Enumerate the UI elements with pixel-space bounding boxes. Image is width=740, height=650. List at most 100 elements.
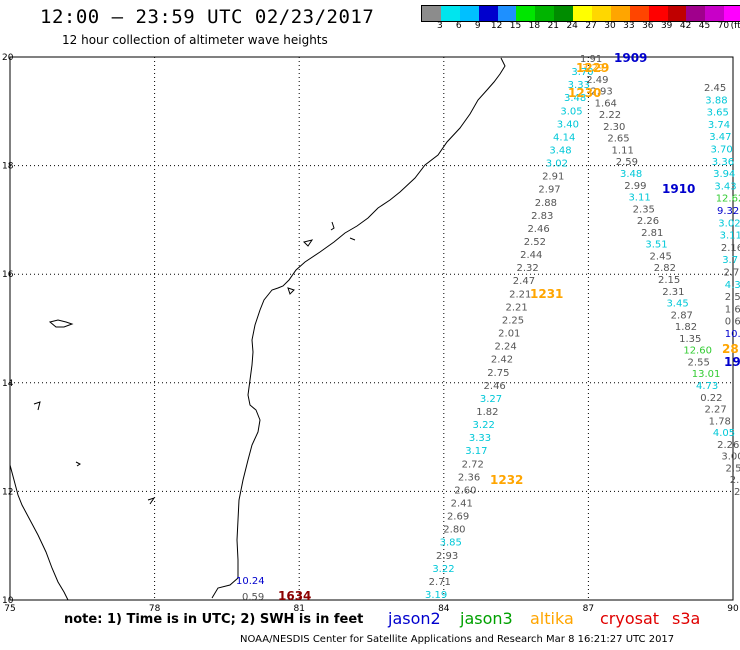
pass-time-label: 1634 [278, 589, 311, 603]
colorbar-label: 3 [437, 21, 443, 31]
swh-value: 3.45 [666, 299, 688, 310]
swh-value: 2.01 [498, 329, 520, 340]
colorbar-label: 12 [490, 21, 503, 31]
swh-value: 3.70 [571, 67, 593, 78]
swh-value: 2.71 [429, 577, 451, 588]
colorbar-swatch [422, 6, 441, 21]
swh-value: 2.5 [725, 292, 740, 303]
x-tick-label: 75 [4, 604, 15, 614]
swh-value: 3.00 [721, 452, 740, 463]
swh-value: 2.82 [654, 263, 676, 274]
swh-value: 3.74 [708, 120, 730, 131]
colorbar-swatch [648, 6, 668, 21]
swh-value: 3.48 [620, 169, 642, 180]
swh-value: 3.43 [714, 181, 736, 192]
colorbar-label: 42 [679, 21, 692, 31]
satellite-legend-item: s3a [672, 609, 701, 628]
colorbar-swatch [516, 6, 536, 21]
swh-value: 2.42 [491, 355, 513, 366]
colorbar-swatch [724, 6, 740, 21]
x-tick-label: 90 [727, 604, 739, 614]
coast-island-3 [303, 239, 314, 247]
swh-value: 2.91 [542, 172, 564, 183]
swh-value: 2.83 [531, 211, 553, 222]
swh-value: 1.82 [476, 407, 498, 418]
map-title: 12:00 – 23:59 UTC 02/23/2017 [40, 6, 375, 28]
coast-island-1 [48, 319, 74, 328]
swh-value: 12.62 [716, 194, 740, 205]
swh-value: 3.19 [425, 590, 447, 601]
swh-value: 3.36 [712, 157, 734, 168]
swh-value: 2.46 [484, 381, 506, 392]
coast-island-4 [287, 287, 295, 295]
swh-value: 4.05 [713, 428, 735, 439]
swh-value: 4.14 [553, 132, 575, 143]
swh-value: 2.24 [495, 342, 517, 353]
colorbar [421, 5, 740, 22]
coast-island-5 [33, 401, 41, 411]
swh-value: 2.97 [538, 185, 560, 196]
pass-time-label: 28 [722, 342, 739, 356]
colorbar-swatch [440, 6, 460, 21]
coastline-india-west [9, 464, 69, 601]
coast-island-6 [75, 461, 81, 467]
swh-value: 3.88 [705, 95, 727, 106]
swh-value: 3.33 [469, 433, 491, 444]
colorbar-swatch [497, 6, 517, 21]
colorbar-label: (ft) [730, 21, 740, 31]
swh-value: 3.22 [473, 420, 495, 431]
swh-value: 3.7 [722, 255, 738, 266]
swh-value: 2.16 [721, 243, 740, 254]
swh-value: 3.29 [582, 63, 604, 74]
swh-value: 2.41 [451, 498, 473, 509]
pass-time-label: 1232 [490, 473, 523, 487]
swh-value: 2.75 [487, 368, 509, 379]
swh-value: 3.11 [720, 231, 740, 242]
swh-value: 0.6 [725, 317, 740, 328]
colorbar-label: 21 [547, 21, 560, 31]
swh-value: 9.32 [717, 206, 739, 217]
graticule-grid: 75 78 81 84 87 90 20 18 16 14 12 10 [2, 53, 739, 614]
pass-time-label: 1910 [662, 182, 695, 196]
swh-value: 4.73 [696, 381, 718, 392]
colorbar-label: 15 [509, 21, 522, 31]
swh-value: 2.30 [603, 122, 625, 133]
x-tick-label: 78 [149, 604, 161, 614]
map-subtitle: 12 hour collection of altimeter wave hei… [62, 33, 328, 47]
swh-value: 3.33 [568, 80, 590, 91]
swh-value: 2.55 [688, 357, 710, 368]
swh-value: 2.26 [637, 216, 659, 227]
colorbar-swatch [610, 6, 630, 21]
colorbar-label: 30 [604, 21, 616, 31]
swh-value: 2.72 [462, 459, 484, 470]
colorbar-label: 24 [566, 21, 578, 31]
swh-value: 2.21 [505, 302, 527, 313]
swh-value: 2.62 [730, 475, 740, 486]
swh-value: 2.58 [726, 463, 740, 474]
swh-value: 2.78 [724, 268, 740, 279]
swh-value: 2.87 [671, 310, 693, 321]
swh-value: 3.70 [711, 145, 733, 156]
swh-value: 3.51 [645, 240, 667, 251]
swh-value: 2.59 [616, 157, 638, 168]
swh-value: 3.02 [718, 218, 740, 229]
pass-time-label: 1229 [576, 61, 609, 75]
satellite-legend-item: altika [530, 609, 574, 628]
colorbar-swatch [667, 6, 687, 21]
credit-footer: NOAA/NESDIS Center for Satellite Applica… [240, 634, 675, 645]
colorbar-label: 6 [455, 21, 462, 31]
colorbar-swatch [592, 6, 611, 21]
colorbar-swatch [573, 6, 593, 21]
swh-value: 2.46 [527, 224, 549, 235]
footnote: note: 1) Time is in UTC; 2) SWH is in fe… [64, 612, 364, 627]
x-tick-label: 81 [293, 604, 304, 614]
colorbar-label: 27 [585, 21, 597, 31]
coastline-india-east [211, 57, 506, 599]
swh-value: 2.93 [436, 551, 458, 562]
swh-value: 2.36 [458, 472, 480, 483]
swh-labels: 1.91 3.70 3.33 3.48 3.05 3.40 4.14 3.48 3.02 2.91… [236, 51, 740, 603]
swh-value: 2.65 [607, 134, 629, 145]
colorbar-swatch [535, 6, 555, 21]
colorbar-swatch [478, 6, 498, 21]
